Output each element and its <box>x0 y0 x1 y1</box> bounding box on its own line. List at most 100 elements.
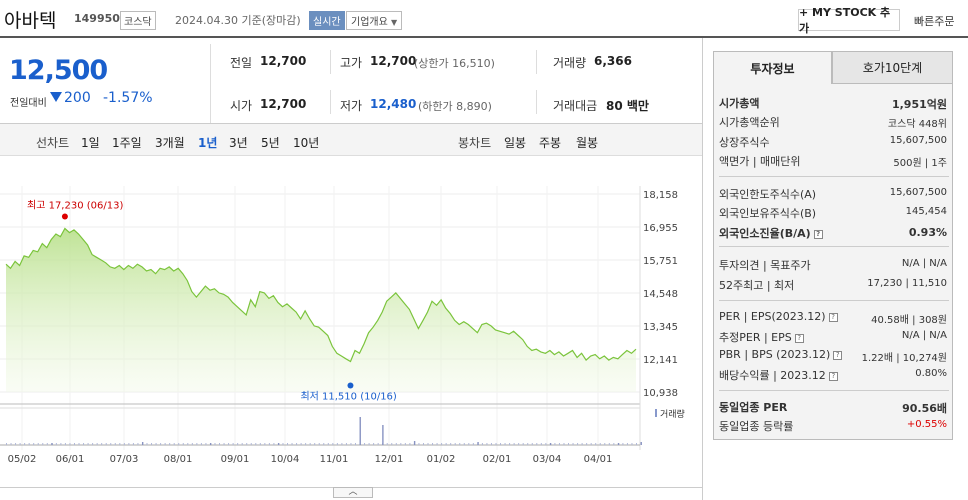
volume-bar <box>409 443 411 445</box>
summary-divider <box>536 90 537 114</box>
volume-bar <box>490 443 492 445</box>
tab-order-book[interactable]: 호가10단계 <box>832 51 953 84</box>
volume-legend: 거래량 <box>660 408 685 420</box>
candle-daily[interactable]: 일봉 <box>504 136 527 150</box>
volume-bar <box>332 443 334 445</box>
price-chart: 18,158 16,955 15,751 14,548 13,345 12,141 10,9… <box>0 186 685 465</box>
volume-bar <box>536 443 538 445</box>
x-tick-label: 11/01 <box>320 454 349 465</box>
volume-bar <box>477 442 479 445</box>
volume-bar <box>590 443 592 445</box>
volume-bar <box>604 443 606 445</box>
x-tick-label: 06/01 <box>56 454 85 465</box>
period-10y[interactable]: 10년 <box>293 136 320 150</box>
tab-investment-info[interactable]: 투자정보 <box>713 51 832 84</box>
volume-bar <box>241 443 243 445</box>
change-value: 200 <box>64 90 91 106</box>
help-icon[interactable]: ? <box>828 371 838 381</box>
low-value: 12,480 <box>370 97 417 111</box>
volume-bar <box>164 443 166 445</box>
volume-bar <box>531 443 533 445</box>
add-my-stock-button[interactable]: + MY STOCK 추가 <box>798 6 900 35</box>
volume-bar <box>513 443 515 445</box>
period-3y[interactable]: 3년 <box>229 136 248 150</box>
volume-bar <box>318 443 320 445</box>
volume-bar <box>51 443 53 445</box>
volume-bar <box>173 443 175 445</box>
volume-bar <box>345 443 347 445</box>
panel-row-label-text: 외국인한도주식수(A) <box>719 188 817 201</box>
high-value: 12,700 <box>370 54 417 68</box>
candle-weekly[interactable]: 주봉 <box>539 136 562 150</box>
volume-bar <box>15 443 17 445</box>
volume-bar <box>214 443 216 445</box>
period-1y[interactable]: 1년 <box>198 136 218 150</box>
volume-bar <box>563 443 565 445</box>
volume-bar <box>287 443 289 445</box>
volume-bar <box>518 443 520 445</box>
volume-bar <box>391 443 393 445</box>
volume-bar <box>259 443 261 445</box>
upper-limit: (상한가 16,510) <box>414 57 495 70</box>
panel-row-label: 외국인한도주식수(A) <box>719 186 816 202</box>
panel-row-label: PBR | BPS (2023.12)? <box>719 348 843 361</box>
volume-bar <box>495 443 497 445</box>
change-label: 전일대비 <box>10 98 47 109</box>
panel-row-label-text: 외국인보유주식수(B) <box>719 207 817 220</box>
period-5y[interactable]: 5년 <box>261 136 280 150</box>
volume-bar <box>445 443 447 445</box>
prev-close-label: 전일 <box>230 56 253 70</box>
caret-down-icon: ▼ <box>391 18 398 27</box>
panel-separator <box>719 176 949 177</box>
help-icon[interactable]: ? <box>833 350 843 360</box>
period-3m[interactable]: 3개월 <box>155 136 185 150</box>
line-chart-label: 선차트 <box>36 136 70 150</box>
panel-separator <box>719 300 949 301</box>
volume-bar <box>640 442 642 445</box>
volume-bar <box>373 443 375 445</box>
collapse-button[interactable]: ︿ <box>333 487 373 498</box>
volume-bar <box>441 443 443 445</box>
volume-bar <box>454 443 456 445</box>
x-tick-label: 09/01 <box>221 454 250 465</box>
volume-bar <box>558 443 560 445</box>
panel-row-label-text: PER | EPS(2023.12) <box>719 310 826 323</box>
volume-bar <box>110 443 112 445</box>
panel-row-value: 1.22배 | 10,274원 <box>861 353 947 364</box>
period-1w[interactable]: 1주일 <box>112 136 142 150</box>
high-marker <box>61 213 68 220</box>
candle-monthly[interactable]: 월봉 <box>576 136 599 150</box>
realtime-button[interactable]: 실시간 <box>309 11 345 30</box>
help-icon[interactable]: ? <box>813 229 823 239</box>
volume-bar <box>92 443 94 445</box>
volume-bar <box>209 443 212 445</box>
volume-bar <box>481 443 483 445</box>
volume-bar <box>6 443 7 445</box>
volume-bar <box>314 443 316 445</box>
help-icon[interactable]: ? <box>794 333 804 343</box>
quick-order-link[interactable]: 빠른주문 <box>914 15 955 28</box>
company-overview-dropdown[interactable]: 기업개요 ▼ <box>346 11 403 30</box>
volume-label: 거래량 <box>553 56 587 70</box>
market-badge: 코스닥 <box>120 11 156 30</box>
volume-bar <box>509 443 511 445</box>
period-1d[interactable]: 1일 <box>81 136 100 150</box>
panel-row-label: 외국인소진율(B/A)? <box>719 225 823 241</box>
volume-bar <box>631 443 633 445</box>
volume-bar <box>28 443 30 445</box>
volume-bar <box>264 443 266 445</box>
volume-bar <box>323 443 325 445</box>
panel-row-label-text: 배당수익률 | 2023.12 <box>719 369 826 382</box>
volume-bar <box>404 443 406 445</box>
volume-bar <box>60 443 62 445</box>
volume-bar <box>395 443 397 445</box>
volume-bar <box>463 443 465 445</box>
volume-bar <box>128 443 130 445</box>
panel-row-value: 1,951억원 <box>891 98 947 111</box>
low-annotation: 최저 11,510 (10/16) <box>300 391 396 403</box>
help-icon[interactable]: ? <box>828 312 838 322</box>
volume-bar <box>377 443 379 445</box>
volume-bar <box>626 443 628 445</box>
volume-bar <box>595 443 597 445</box>
volume-bar <box>273 443 275 445</box>
